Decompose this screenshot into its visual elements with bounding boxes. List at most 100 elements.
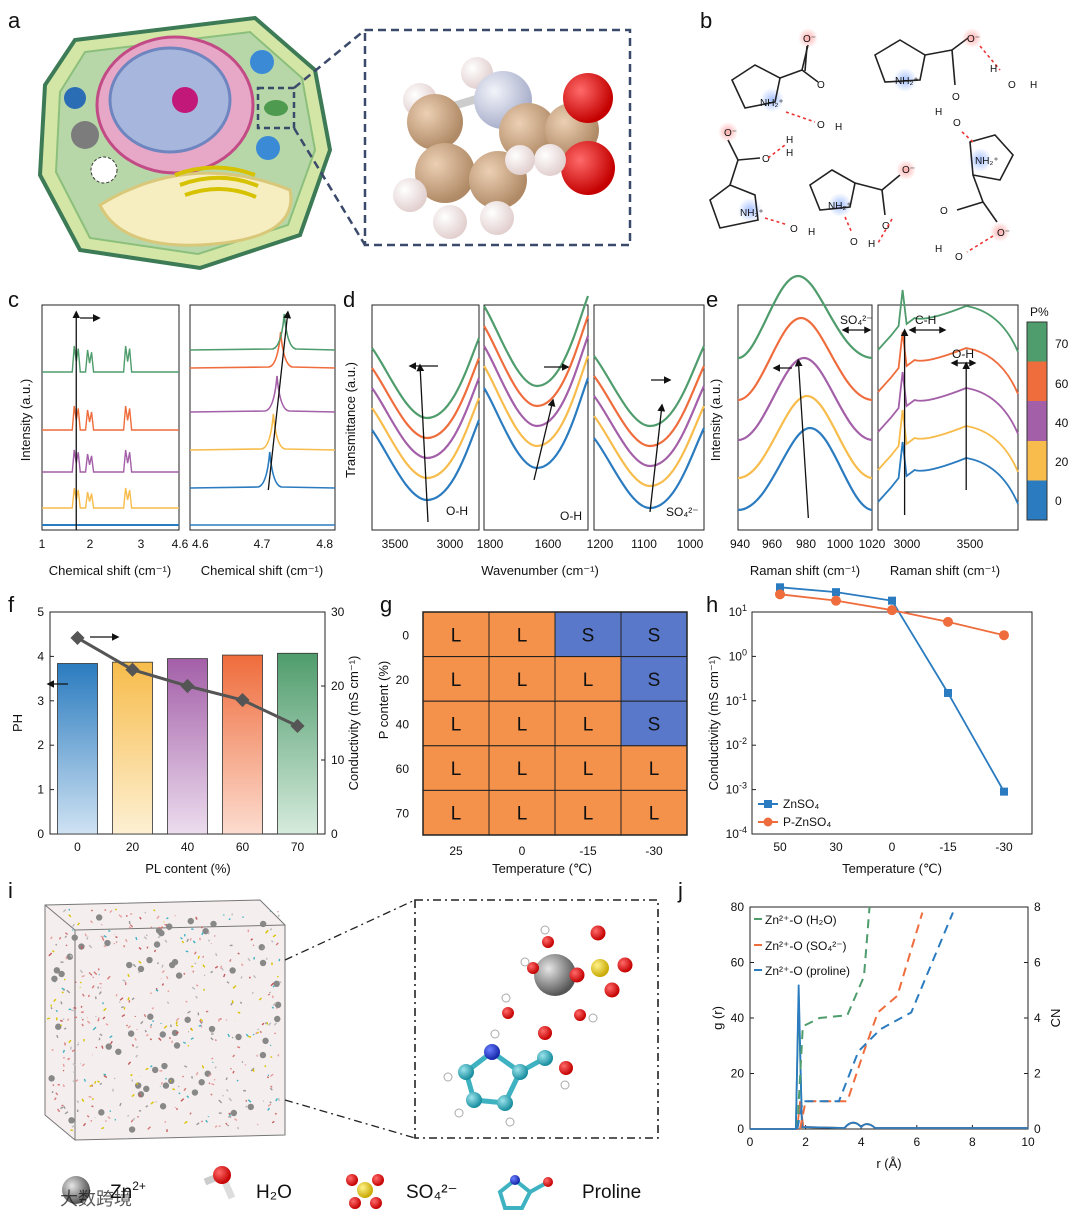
c-series-1-right [189,413,336,451]
i-bond [184,1120,188,1125]
g-cell-label-0-25: L [451,625,462,646]
i-bond [149,992,153,995]
e-tick-7: 3500 [957,537,984,551]
i-bond [94,996,97,1000]
f-bar-60 [222,654,263,835]
panel-label-g: g [380,592,392,617]
e-tick-5: 1020 [859,537,886,551]
c-tick-5: 4.6 [192,537,209,551]
i-bond [181,940,185,944]
i-bond [187,1010,191,1014]
panel-label-b: b [700,8,712,33]
i-bond [161,983,165,986]
h-point-ZnSO4-50 [776,583,784,592]
proline-icon [497,1175,553,1210]
h-point-ZnSO4--15 [944,688,952,697]
color-legend-bar [1026,321,1048,521]
i-bond [72,923,75,928]
i-atom-zn [259,959,267,967]
c-tick-2: 2 [87,537,94,551]
i-atom-zn [153,941,161,948]
h-ytick-0: 10-4 [726,825,747,841]
i-bond [268,1022,272,1026]
i-bond [64,935,67,939]
i-bond [228,1097,233,1102]
legend-h2o: H₂O [256,1182,292,1203]
g-cell-label-70--15: L [583,804,594,825]
label-o-minus: O⁻ [803,34,816,45]
i-bond [140,1020,144,1025]
i-bond [69,954,73,958]
f-point-20 [125,662,140,677]
j-rdf-0 [750,995,1028,1130]
h-point-P-ZnSO4--15 [943,616,953,627]
h-xtick--30: -30 [995,840,1013,854]
i-bond [121,1014,126,1018]
j-xlabel: r (Å) [876,1156,901,1171]
label-o-6: O [790,224,798,235]
g-cell-40--15 [554,700,622,747]
panel-label-j: j [677,878,683,903]
c-xlabel-left: Chemical shift (cm⁻¹) [49,563,171,578]
i-bond [174,914,176,917]
i-zoom-line-2 [284,1099,416,1139]
i-bond [48,952,53,957]
h-lines: 50 30 0 -15 -30 10-4 10-3 10-2 10-1 100 101 [726,583,1013,854]
g-cell-label-70--30: L [649,804,660,825]
i-bond [105,1023,109,1026]
j-xtick-2: 2 [802,1135,809,1149]
i-bond [272,1002,277,1006]
i-atom-zn [171,1029,179,1037]
i-bond [208,1082,211,1085]
i-atom-zn [171,958,179,966]
i-bond [60,1024,62,1027]
label-o-minus-3: O⁻ [724,128,737,139]
h-point-P-ZnSO4-50 [775,589,785,600]
i-bond [176,1107,178,1111]
e-xlabel-right: Raman shift (cm⁻¹) [890,563,1000,578]
f-point-0 [70,630,85,645]
c-right-frame [189,304,336,531]
g-cell-20--30 [620,656,688,702]
e-series-4-oh [877,289,1019,353]
i-bond [214,1125,218,1128]
i-bond [164,939,168,943]
c-ylabel: Intensity (a.u.) [18,379,33,461]
d-series-3-sub-0 [371,357,481,440]
g-col-25: 25 [449,844,463,858]
i-bond [190,1037,194,1040]
i-atom-zn [128,1126,136,1133]
label-o-10: O [953,118,961,129]
i-bond [227,1033,231,1038]
j-xtick-10: 10 [1021,1135,1035,1149]
i-bond [240,1001,243,1005]
label-h-4: H [1030,80,1037,91]
i-bond [71,1049,76,1053]
label-h-6: H [808,227,815,238]
i-bond [106,975,111,980]
i-atom-zn [71,934,78,941]
i-bond [66,989,71,994]
i-bond [95,1015,97,1018]
e-so4-label: SO₄²⁻ [840,313,873,327]
i-bond [61,987,65,991]
i-atom-zn [147,1013,154,1020]
panel-label-c: c [8,287,19,312]
g-cell-60-0 [488,745,556,791]
d-tick-4: 1600 [535,537,562,551]
i-bond [247,957,251,962]
i-bond [81,993,85,997]
i-bond [55,943,58,946]
j-ylabel: g (r) [710,1006,725,1030]
d-tick-2: 3000 [437,537,464,551]
label-h-5: H [786,135,793,146]
j-cn-2 [796,912,954,1130]
label-h-9: H [935,244,942,255]
i-bond [183,1087,187,1092]
i-bond [252,974,257,979]
i-bond [83,1078,86,1082]
i-bond [189,937,192,941]
i-bond [161,970,165,974]
g-cell-70--15 [554,789,622,836]
i-bond [228,918,231,921]
